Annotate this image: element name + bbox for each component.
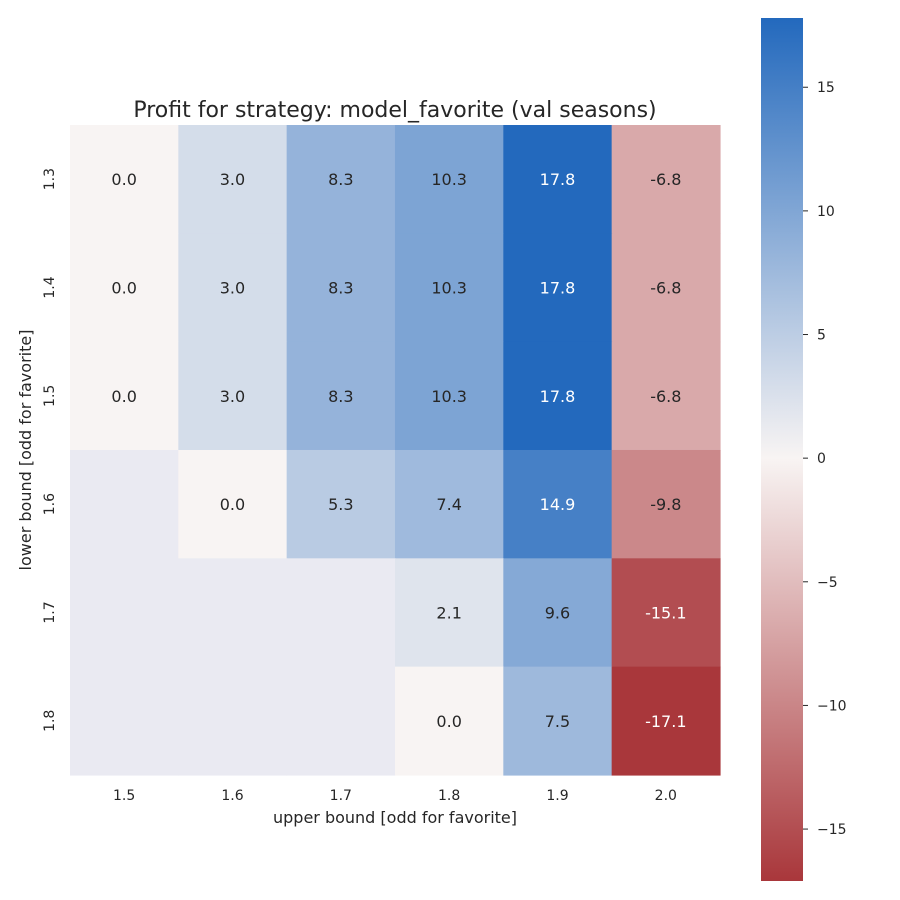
cell-value-label: 14.9 xyxy=(540,495,576,514)
heatmap-cell xyxy=(611,233,721,343)
cell-value-label: 10.3 xyxy=(431,279,467,298)
cell-value-label: 0.0 xyxy=(111,279,136,298)
x-tick-label: 1.7 xyxy=(330,788,352,804)
heatmap-cell xyxy=(394,341,504,451)
heatmap-cell xyxy=(503,125,613,234)
x-tick-label: 1.5 xyxy=(113,788,135,804)
heatmap-cell xyxy=(70,233,179,343)
heatmap-cell xyxy=(178,449,288,559)
heatmap-cell xyxy=(611,666,721,776)
cell-value-label: -6.8 xyxy=(650,170,681,189)
heatmap-cell xyxy=(286,125,396,234)
heatmap-cell xyxy=(611,449,721,559)
cell-value-label: 8.3 xyxy=(328,387,353,406)
cell-value-label: 3.0 xyxy=(220,170,245,189)
heatmap-cell xyxy=(286,558,396,668)
heatmap-cells xyxy=(70,125,721,776)
cell-value-label: 17.8 xyxy=(540,170,576,189)
cell-value-label: 10.3 xyxy=(431,387,467,406)
heatmap-cell xyxy=(286,449,396,559)
cell-value-label: -15.1 xyxy=(645,603,686,622)
cell-value-label: 3.0 xyxy=(220,387,245,406)
y-tick-label: 1.7 xyxy=(42,601,58,623)
cell-value-label: 2.1 xyxy=(436,603,461,622)
heatmap-cell xyxy=(394,233,504,343)
cell-value-label: 8.3 xyxy=(328,279,353,298)
cell-value-label: 0.0 xyxy=(436,712,461,731)
heatmap-cell xyxy=(70,341,179,451)
colorbar-tick-label: −5 xyxy=(817,575,838,591)
x-axis-label: upper bound [odd for favorite] xyxy=(273,808,517,827)
heatmap-cell xyxy=(503,341,613,451)
cell-value-label: 0.0 xyxy=(111,387,136,406)
heatmap-cell-labels: 0.0 3.0 8.3 10.3 17.8 -6.8 0.0 3.0 8.3 10.3 17.8 -6… xyxy=(111,170,686,731)
y-axis-label: lower bound [odd for favorite] xyxy=(16,330,35,571)
heatmap-cell xyxy=(394,666,504,776)
heatmap-cell xyxy=(178,125,288,234)
x-tick-label: 1.6 xyxy=(221,788,243,804)
cell-value-label: 9.6 xyxy=(545,603,570,622)
y-axis-ticks: 1.3 1.4 1.5 1.6 1.7 1.8 xyxy=(42,168,58,732)
heatmap-cell xyxy=(611,125,721,234)
colorbar-ticks: 15 10 5 0 −5 −10 −15 xyxy=(803,80,847,838)
heatmap-cell xyxy=(70,558,179,668)
cell-value-label: 0.0 xyxy=(111,170,136,189)
cell-value-label: 17.8 xyxy=(540,279,576,298)
heatmap-cell xyxy=(503,558,613,668)
heatmap-cell xyxy=(286,233,396,343)
cell-value-label: -9.8 xyxy=(650,495,681,514)
heatmap-cell xyxy=(178,558,288,668)
x-tick-label: 2.0 xyxy=(655,788,677,804)
colorbar: 15 10 5 0 −5 −10 −15 xyxy=(761,18,847,881)
heatmap-cell xyxy=(611,558,721,668)
cell-value-label: 8.3 xyxy=(328,170,353,189)
cell-value-label: 7.5 xyxy=(545,712,570,731)
heatmap-cell xyxy=(286,666,396,776)
cell-value-label: -6.8 xyxy=(650,387,681,406)
chart-title: Profit for strategy: model_favorite (val… xyxy=(133,98,656,123)
heatmap-cell xyxy=(611,341,721,451)
colorbar-tick-label: 10 xyxy=(817,204,835,220)
cell-value-label: 7.4 xyxy=(436,495,461,514)
y-tick-label: 1.8 xyxy=(42,710,58,732)
heatmap-cell xyxy=(394,449,504,559)
heatmap-cell xyxy=(70,125,179,234)
x-axis-ticks: 1.5 1.6 1.7 1.8 1.9 2.0 xyxy=(113,788,677,804)
colorbar-tick-label: 15 xyxy=(817,80,835,96)
colorbar-tick-label: 0 xyxy=(817,451,826,467)
colorbar-gradient xyxy=(761,18,803,881)
heatmap-cell xyxy=(394,125,504,234)
y-tick-label: 1.6 xyxy=(42,493,58,515)
y-tick-label: 1.3 xyxy=(42,168,58,190)
heatmap-cell xyxy=(70,666,179,776)
heatmap-cell xyxy=(178,233,288,343)
heatmap-cell xyxy=(503,666,613,776)
heatmap-cell xyxy=(286,341,396,451)
y-tick-label: 1.5 xyxy=(42,385,58,407)
cell-value-label: 3.0 xyxy=(220,279,245,298)
heatmap-cell xyxy=(503,449,613,559)
x-tick-label: 1.8 xyxy=(438,788,460,804)
colorbar-tick-label: 5 xyxy=(817,328,826,344)
cell-value-label: 17.8 xyxy=(540,387,576,406)
x-tick-label: 1.9 xyxy=(546,788,568,804)
y-tick-label: 1.4 xyxy=(42,276,58,298)
heatmap-cell xyxy=(70,449,179,559)
cell-value-label: -17.1 xyxy=(645,712,686,731)
colorbar-tick-label: −15 xyxy=(817,822,847,838)
cell-value-label: 10.3 xyxy=(431,170,467,189)
cell-value-label: 0.0 xyxy=(220,495,245,514)
cell-value-label: 5.3 xyxy=(328,495,353,514)
heatmap-cell xyxy=(394,558,504,668)
heatmap-cell xyxy=(178,666,288,776)
cell-value-label: -6.8 xyxy=(650,279,681,298)
heatmap-cell xyxy=(178,341,288,451)
colorbar-tick-label: −10 xyxy=(817,698,847,714)
heatmap-cell xyxy=(503,233,613,343)
